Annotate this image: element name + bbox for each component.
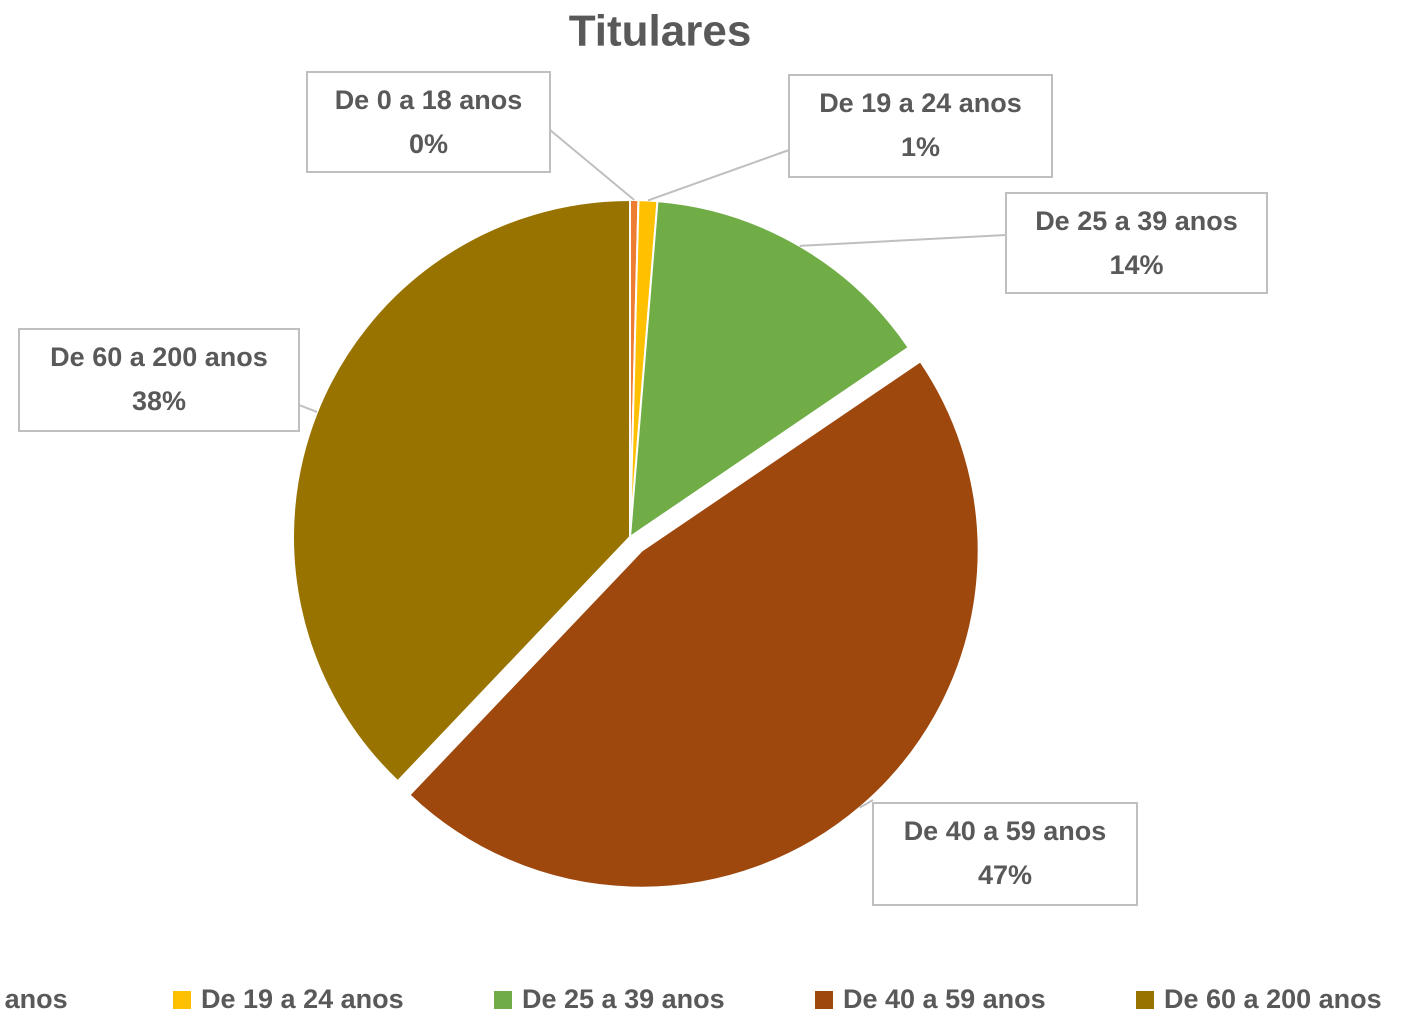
leader-line [859, 799, 874, 809]
label-box [788, 74, 1053, 178]
pie-slice [292, 198, 631, 783]
label-box [18, 328, 300, 432]
data-label: 1% [901, 132, 940, 162]
legend-swatch [815, 991, 833, 1009]
legend-label: De 25 a 39 anos [522, 984, 725, 1014]
data-label-name: De 25 a 39 anos [1035, 206, 1238, 236]
data-label-name: De 0 a 18 anos [335, 85, 523, 115]
label-box [1005, 192, 1268, 294]
leader-line [799, 234, 1007, 247]
chart-title: Titulares [569, 7, 752, 56]
legend-swatch [1136, 991, 1154, 1009]
legend-swatch [173, 991, 191, 1009]
pie-slice [408, 359, 980, 889]
leader-line [298, 404, 318, 413]
label-box [872, 802, 1138, 906]
leader-line [647, 149, 790, 202]
data-label: 47% [978, 860, 1032, 890]
legend-label: De 40 a 59 anos [843, 984, 1046, 1014]
label-box [306, 71, 551, 173]
data-label: 0% [409, 129, 448, 159]
leader-line [549, 129, 635, 201]
data-label-name: De 40 a 59 anos [904, 816, 1107, 846]
data-label-name: De 19 a 24 anos [819, 88, 1022, 118]
pie-slice [628, 200, 911, 540]
legend-label: De 60 a 200 anos [1164, 984, 1382, 1014]
legend-label: De 0 a 18 anos [0, 984, 68, 1014]
data-label: 14% [1109, 250, 1163, 280]
data-label: 38% [132, 386, 186, 416]
legend-label: De 19 a 24 anos [201, 984, 404, 1014]
data-label-name: De 60 a 200 anos [50, 342, 268, 372]
legend-swatch [494, 991, 512, 1009]
